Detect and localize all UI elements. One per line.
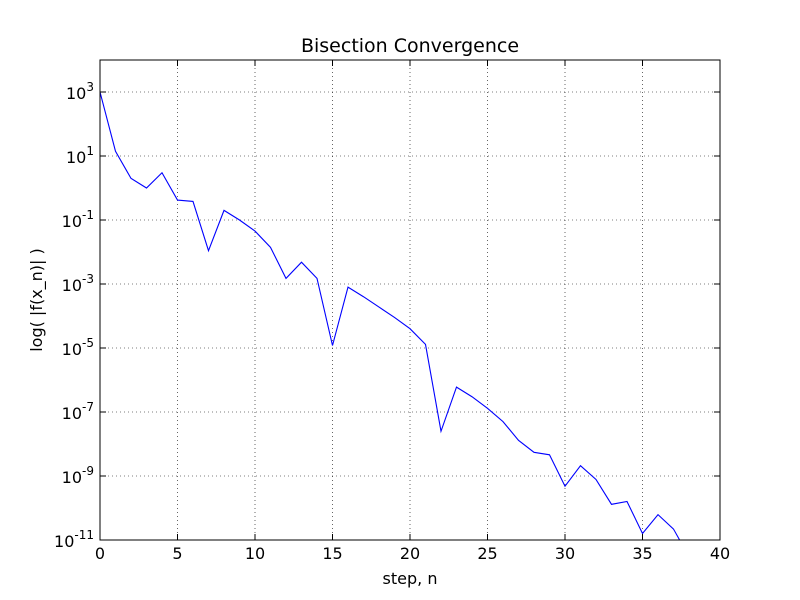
y-tick-labels: 10-11 10-9 10-7 10-5 10-3 10-1 101 103 [54,80,94,551]
x-tick-label: 30 [555,544,575,563]
x-axis-label: step, n [383,569,438,588]
plot-frame [99,59,721,541]
x-tick-label: 10 [245,544,265,563]
x-tick-label: 35 [632,544,652,563]
y-tick-label: 10-7 [62,400,94,423]
y-axis-label: log( |f(x_n)| ) [27,248,47,352]
y-tick-label: 10-11 [54,528,94,551]
x-tick-label: 0 [95,544,105,563]
x-tick-labels: 0 5 10 15 20 25 30 35 40 [95,544,730,563]
y-tick-label: 10-3 [62,272,94,295]
y-tick-label: 10-9 [62,464,94,487]
x-tick-label: 20 [400,544,420,563]
y-tick-label: 101 [66,144,94,167]
convergence-series-line [99,91,681,541]
x-tick-label: 15 [322,544,342,563]
grid-lines [100,60,720,540]
x-tick-label: 5 [172,544,182,563]
y-tick-label: 103 [66,80,94,103]
x-tick-label: 40 [710,544,730,563]
chart-title: Bisection Convergence [301,35,519,57]
x-tick-label: 25 [477,544,497,563]
y-tick-label: 10-1 [62,208,94,231]
y-tick-label: 10-5 [62,336,94,359]
